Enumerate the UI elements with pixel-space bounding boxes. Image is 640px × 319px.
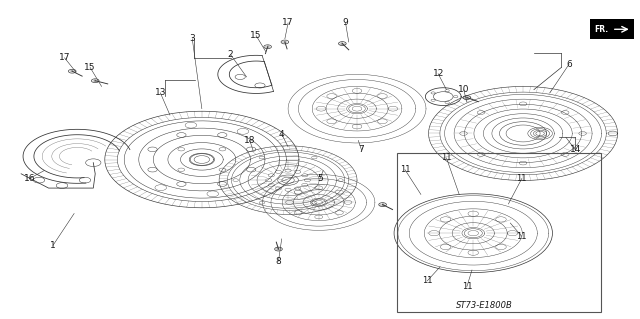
Text: 16: 16 (24, 174, 35, 183)
Text: 18: 18 (244, 136, 255, 145)
Text: 3: 3 (189, 34, 195, 43)
Text: 1: 1 (50, 241, 56, 250)
Text: 11: 11 (422, 276, 433, 285)
FancyBboxPatch shape (590, 19, 634, 40)
Text: 11: 11 (441, 153, 452, 162)
Text: 11: 11 (516, 232, 527, 241)
Text: 15: 15 (250, 31, 262, 40)
Text: 11: 11 (516, 174, 527, 183)
Text: 14: 14 (570, 145, 581, 154)
Text: 12: 12 (433, 69, 444, 78)
Text: 17: 17 (282, 19, 294, 27)
Text: 5: 5 (317, 174, 323, 183)
Text: 13: 13 (155, 88, 166, 97)
Text: 11: 11 (461, 282, 472, 291)
Text: 10: 10 (458, 85, 469, 94)
Text: 7: 7 (358, 145, 364, 154)
Text: FR.: FR. (595, 25, 609, 34)
Text: 6: 6 (566, 60, 572, 69)
Text: 9: 9 (342, 19, 348, 27)
Text: 17: 17 (59, 53, 70, 62)
Text: 15: 15 (84, 63, 96, 72)
Text: 2: 2 (228, 50, 234, 59)
Text: 4: 4 (279, 130, 285, 138)
Text: ST73-E1800B: ST73-E1800B (456, 301, 513, 310)
Text: 8: 8 (276, 257, 282, 266)
Bar (397, 153, 601, 312)
Text: 11: 11 (400, 165, 410, 174)
